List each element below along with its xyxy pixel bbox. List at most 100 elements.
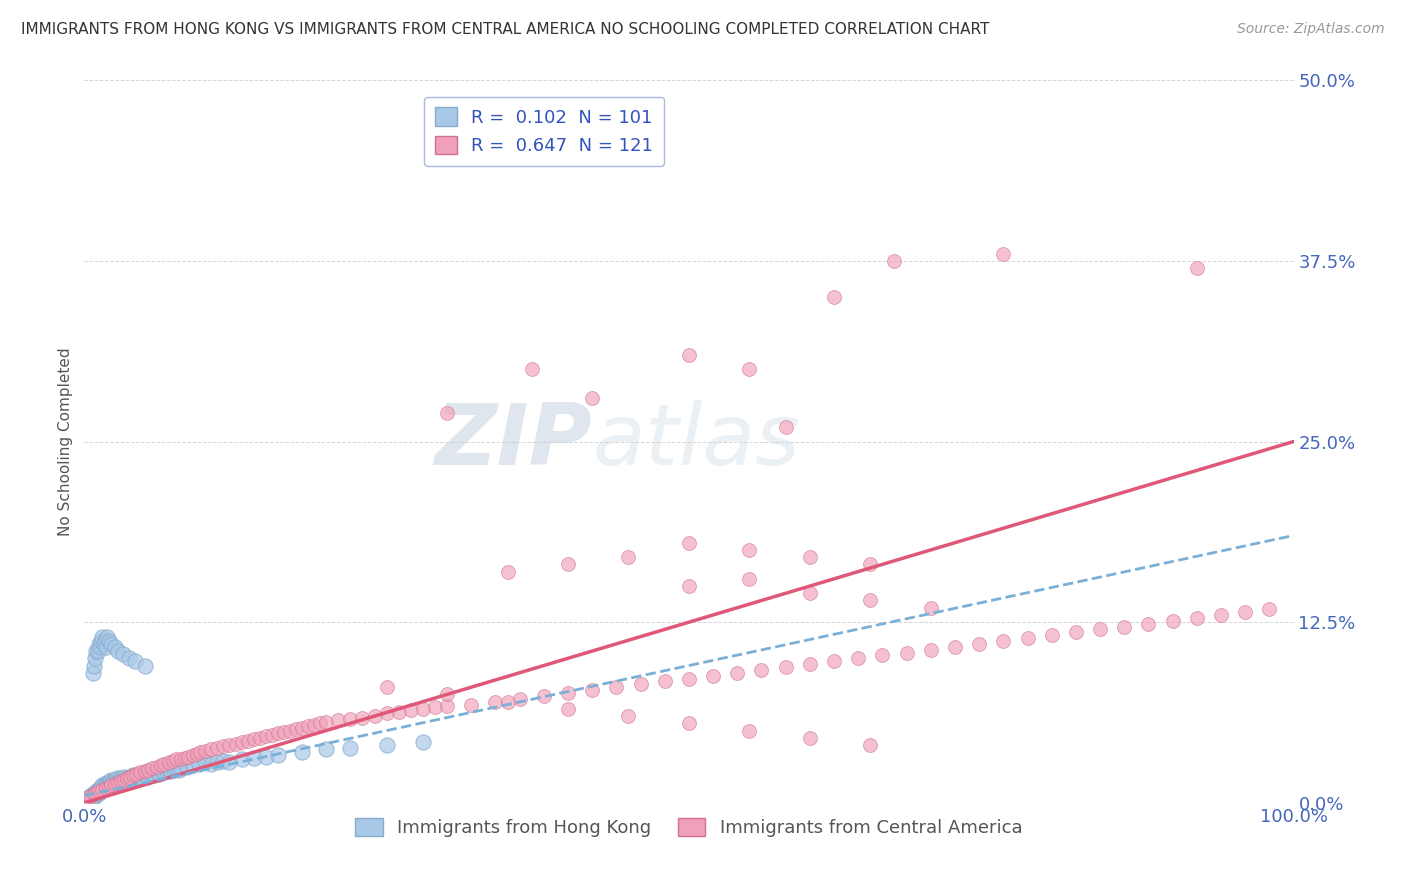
Point <box>125 767 148 781</box>
Point <box>254 729 277 743</box>
Point <box>97 775 120 789</box>
Point <box>104 777 127 791</box>
Point <box>163 763 186 777</box>
Point <box>94 634 117 648</box>
Point <box>79 789 101 803</box>
Point <box>1017 631 1039 645</box>
Point <box>297 719 319 733</box>
Point <box>96 630 118 644</box>
Point <box>1234 605 1257 619</box>
Point <box>702 668 724 682</box>
Point <box>484 695 506 709</box>
Point <box>121 768 143 782</box>
Point <box>678 579 700 593</box>
Point <box>104 775 127 789</box>
Point <box>328 714 350 728</box>
Point <box>218 738 240 752</box>
Point <box>110 771 132 785</box>
Point <box>993 634 1015 648</box>
Point <box>678 716 700 731</box>
Point <box>181 758 204 772</box>
Point <box>375 680 398 694</box>
Point <box>581 391 603 405</box>
Point <box>605 680 627 694</box>
Point <box>883 253 905 268</box>
Point <box>134 767 156 781</box>
Point <box>533 689 555 703</box>
Point <box>176 760 198 774</box>
Point <box>143 768 166 782</box>
Point <box>120 772 142 787</box>
Point <box>134 658 156 673</box>
Point <box>509 691 531 706</box>
Y-axis label: No Schooling Completed: No Schooling Completed <box>58 347 73 536</box>
Point <box>136 770 159 784</box>
Point <box>107 774 129 789</box>
Point <box>231 752 253 766</box>
Point <box>186 747 208 761</box>
Point <box>1064 625 1087 640</box>
Point <box>920 600 942 615</box>
Point <box>581 683 603 698</box>
Point <box>872 648 894 663</box>
Point <box>84 786 107 800</box>
Point <box>520 362 543 376</box>
Point <box>799 657 821 671</box>
Point <box>134 764 156 778</box>
Point <box>557 702 579 716</box>
Point <box>302 718 325 732</box>
Point <box>153 765 176 780</box>
Point <box>775 420 797 434</box>
Point <box>859 593 882 607</box>
Point <box>105 771 128 785</box>
Point <box>557 558 579 572</box>
Point <box>993 246 1015 260</box>
Point <box>190 745 212 759</box>
Point <box>115 771 138 785</box>
Point <box>112 772 135 787</box>
Point <box>94 640 117 654</box>
Point <box>496 695 519 709</box>
Point <box>846 651 869 665</box>
Point <box>141 767 163 781</box>
Point <box>388 705 411 719</box>
Point <box>87 786 110 800</box>
Point <box>967 637 990 651</box>
Point <box>107 775 129 789</box>
Point <box>96 777 118 791</box>
Point <box>103 774 125 789</box>
Point <box>751 663 773 677</box>
Point <box>315 714 337 729</box>
Point <box>352 710 374 724</box>
Point <box>896 646 918 660</box>
Point <box>120 770 142 784</box>
Point <box>188 756 211 771</box>
Point <box>194 744 217 758</box>
Point <box>249 731 271 745</box>
Point <box>775 660 797 674</box>
Point <box>173 751 195 765</box>
Point <box>162 754 184 768</box>
Point <box>339 712 361 726</box>
Point <box>112 770 135 784</box>
Point <box>1185 611 1208 625</box>
Point <box>127 770 149 784</box>
Point <box>1137 616 1160 631</box>
Point <box>91 779 114 793</box>
Point <box>218 756 240 770</box>
Point <box>100 772 122 787</box>
Point <box>82 787 104 801</box>
Point <box>100 637 122 651</box>
Point <box>91 630 114 644</box>
Point <box>89 781 111 796</box>
Point <box>153 756 176 771</box>
Point <box>260 728 283 742</box>
Point <box>91 781 114 796</box>
Text: IMMIGRANTS FROM HONG KONG VS IMMIGRANTS FROM CENTRAL AMERICA NO SCHOOLING COMPLE: IMMIGRANTS FROM HONG KONG VS IMMIGRANTS … <box>21 22 990 37</box>
Text: atlas: atlas <box>592 400 800 483</box>
Point <box>242 732 264 747</box>
Point <box>200 756 222 771</box>
Point <box>110 774 132 789</box>
Text: Source: ZipAtlas.com: Source: ZipAtlas.com <box>1237 22 1385 37</box>
Point <box>1209 607 1232 622</box>
